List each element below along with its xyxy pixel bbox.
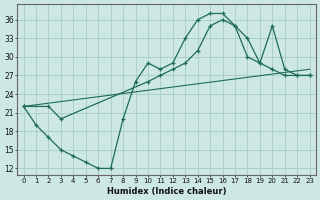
X-axis label: Humidex (Indice chaleur): Humidex (Indice chaleur) — [107, 187, 226, 196]
